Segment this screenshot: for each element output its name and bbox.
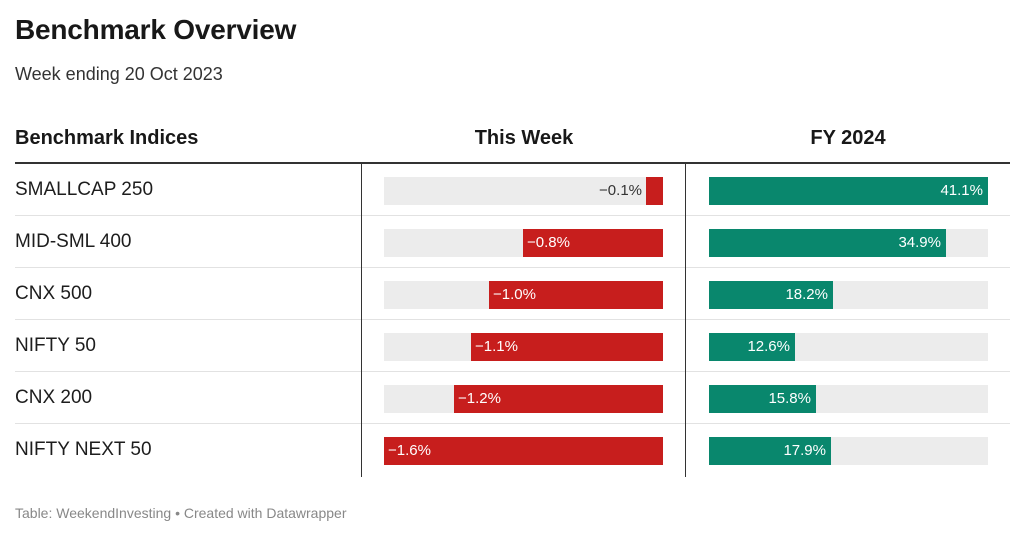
benchmark-name: CNX 200 — [15, 387, 93, 408]
row-divider — [15, 371, 1010, 372]
column-header-this-week[interactable]: This Week — [474, 127, 574, 149]
fy-bar: 12.6% — [709, 333, 795, 361]
week-value-label: −1.1% — [475, 338, 518, 355]
week-value-label: −1.2% — [458, 390, 501, 407]
fy-bar: 17.9% — [709, 437, 831, 465]
benchmark-name: SMALLCAP 250 — [15, 179, 154, 200]
fy-value-label: 15.8% — [768, 390, 811, 407]
week-bar: −0.1% — [599, 177, 663, 205]
fy-value-label: 18.2% — [785, 286, 828, 303]
table-row[interactable]: CNX 500 −1.0% 18.2% — [15, 268, 1010, 320]
table-row[interactable]: NIFTY 50 −1.1% 12.6% — [15, 320, 1010, 372]
fy-bar-track: 18.2% — [709, 281, 988, 309]
fy-bar-track: 34.9% — [709, 229, 988, 257]
benchmark-name: NIFTY NEXT 50 — [15, 439, 152, 460]
column-divider-week — [361, 164, 362, 477]
fy-bar: 18.2% — [709, 281, 833, 309]
week-bar-track: −1.1% — [384, 333, 663, 361]
table-row[interactable]: NIFTY NEXT 50 −1.6% 17.9% — [15, 424, 1010, 476]
fy-bar-track: 41.1% — [709, 177, 988, 205]
week-value-label: −0.8% — [527, 234, 570, 251]
week-bar-track: −1.2% — [384, 385, 663, 413]
week-bar: −1.6% — [384, 437, 663, 465]
header-divider — [15, 162, 1010, 164]
table-row[interactable]: CNX 200 −1.2% 15.8% — [15, 372, 1010, 424]
chart-title: Benchmark Overview — [15, 14, 297, 45]
week-bar-track: −1.0% — [384, 281, 663, 309]
fy-bar-track: 12.6% — [709, 333, 988, 361]
chart-subtitle: Week ending 20 Oct 2023 — [15, 64, 223, 84]
benchmark-name: NIFTY 50 — [15, 335, 96, 356]
fy-value-label: 34.9% — [898, 234, 941, 251]
week-value-label: −1.6% — [388, 442, 431, 459]
week-bar: −0.8% — [523, 229, 663, 257]
week-bar: −1.1% — [471, 333, 663, 361]
fy-bar: 15.8% — [709, 385, 816, 413]
week-bar: −1.2% — [454, 385, 663, 413]
row-divider — [15, 267, 1010, 268]
week-bar-track: −1.6% — [384, 437, 663, 465]
fy-bar-track: 17.9% — [709, 437, 988, 465]
week-bar: −1.0% — [489, 281, 663, 309]
benchmark-name: MID-SML 400 — [15, 231, 132, 252]
week-bar-track: −0.1% — [384, 177, 663, 205]
column-header-benchmark[interactable]: Benchmark Indices — [15, 127, 199, 149]
chart-footer: Table: WeekendInvesting • Created with D… — [15, 505, 347, 521]
week-value-label: −1.0% — [493, 286, 536, 303]
row-divider — [15, 319, 1010, 320]
table-row[interactable]: SMALLCAP 250 −0.1% 41.1% — [15, 164, 1010, 216]
column-header-fy-2024[interactable]: FY 2024 — [810, 127, 886, 149]
row-divider — [15, 423, 1010, 424]
row-divider — [15, 215, 1010, 216]
week-bar-track: −0.8% — [384, 229, 663, 257]
table-row[interactable]: MID-SML 400 −0.8% 34.9% — [15, 216, 1010, 268]
fy-bar: 41.1% — [709, 177, 988, 205]
column-divider-fy — [685, 164, 686, 477]
fy-value-label: 17.9% — [783, 442, 826, 459]
week-value-label: −0.1% — [599, 182, 642, 199]
fy-value-label: 41.1% — [940, 182, 983, 199]
fy-bar-track: 15.8% — [709, 385, 988, 413]
benchmark-name: CNX 500 — [15, 283, 93, 304]
fy-bar: 34.9% — [709, 229, 946, 257]
fy-value-label: 12.6% — [747, 338, 790, 355]
